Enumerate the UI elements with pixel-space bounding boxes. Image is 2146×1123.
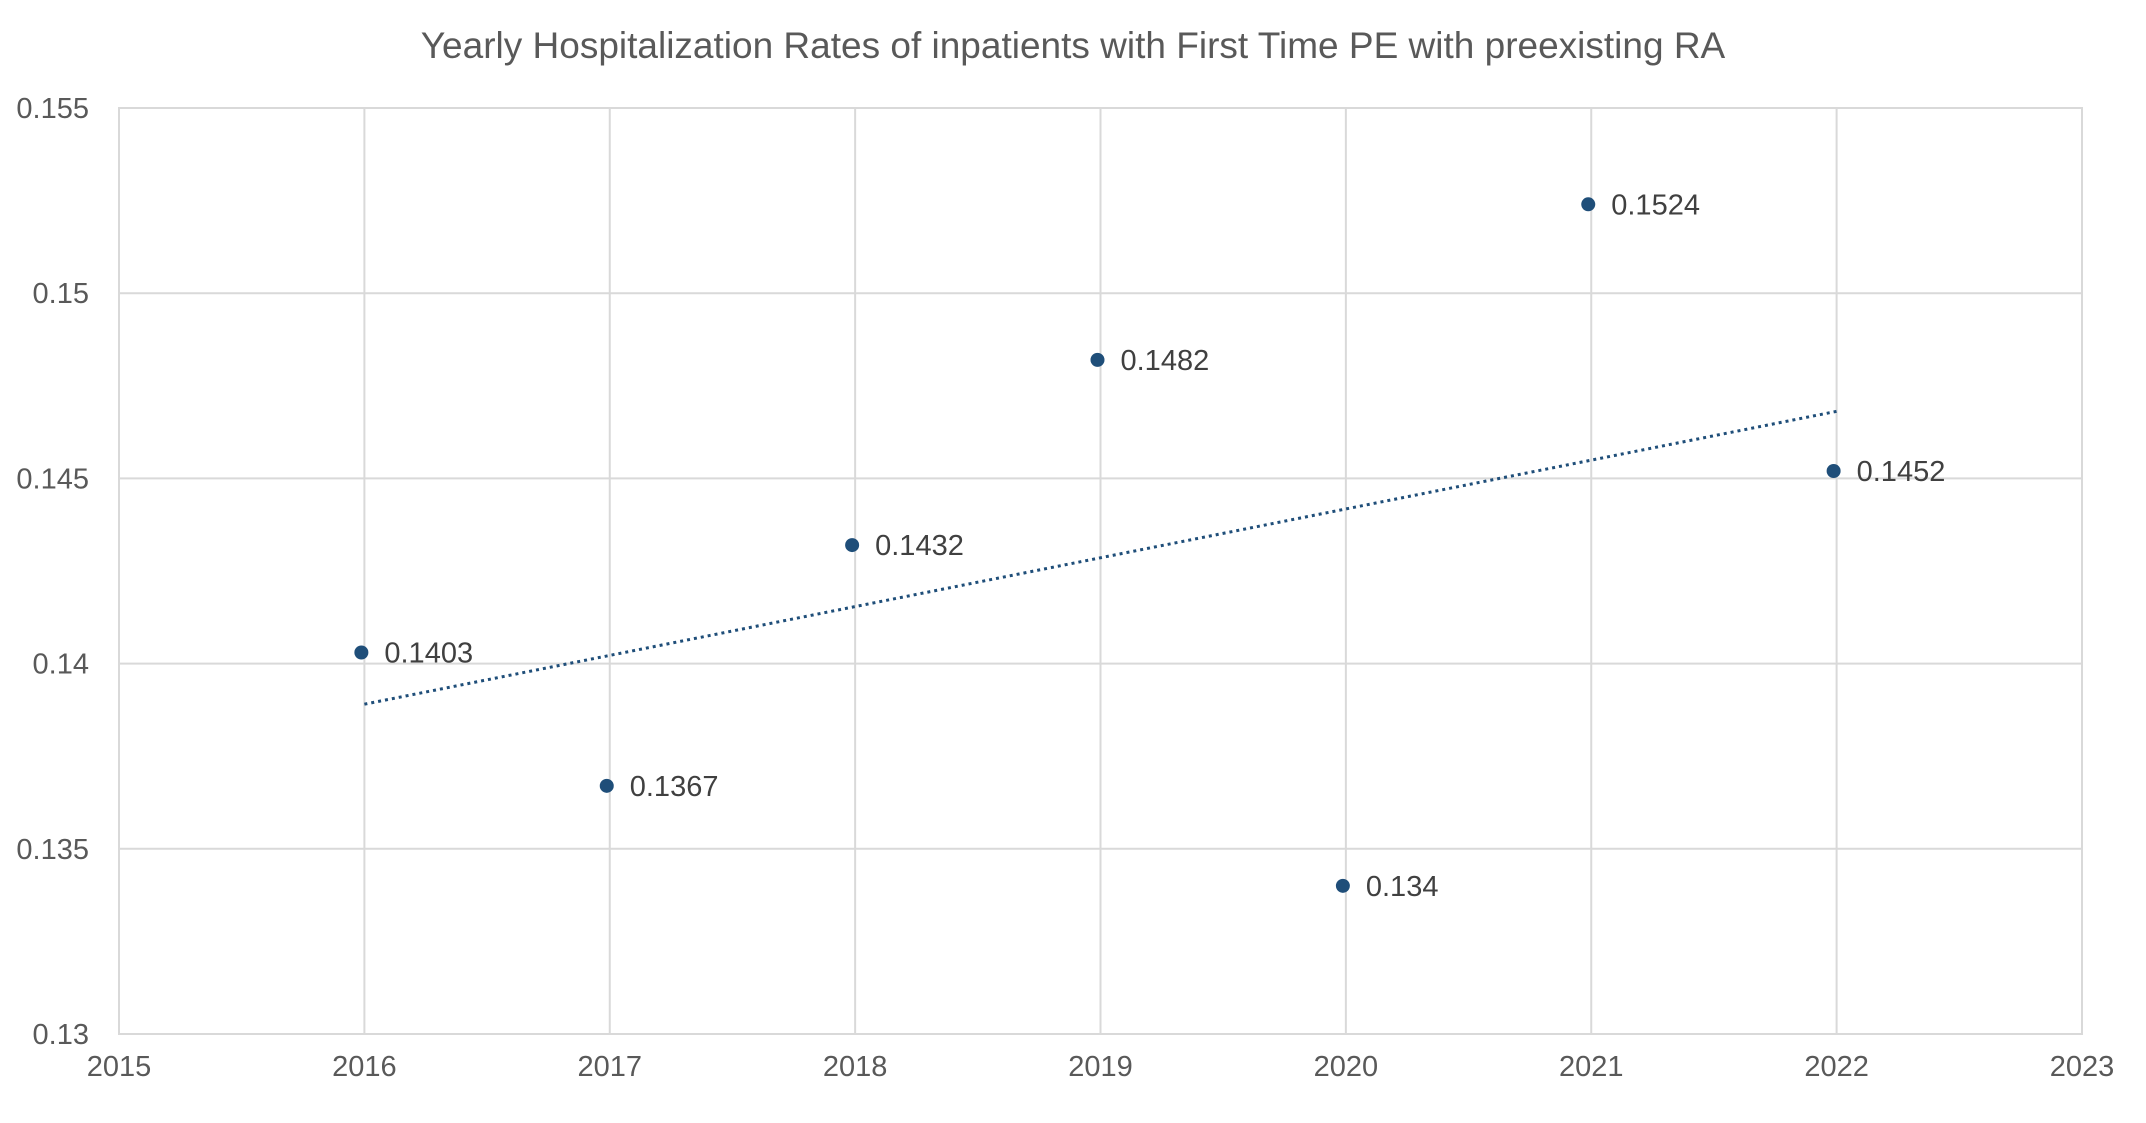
data-point — [1826, 463, 1841, 478]
data-point — [845, 538, 860, 553]
x-tick-label: 2020 — [1314, 1051, 1379, 1083]
y-tick-label: 0.155 — [16, 93, 89, 125]
data-label: 0.1367 — [630, 771, 719, 803]
data-labels: 0.1403 0.1367 0.1432 0.1482 0.134 0.1524 0.145… — [384, 189, 1945, 903]
x-tick-label: 2022 — [1804, 1051, 1869, 1083]
trendline-layer — [364, 409, 1837, 706]
chart-title: Yearly Hospitalization Rates of inpatien… — [421, 25, 1726, 66]
data-label: 0.134 — [1366, 871, 1439, 903]
x-tick-label: 2021 — [1559, 1051, 1624, 1083]
x-tick-label: 2023 — [2050, 1051, 2115, 1083]
data-point — [1335, 878, 1350, 893]
x-tick-label: 2018 — [823, 1051, 888, 1083]
x-tick-label: 2016 — [332, 1051, 397, 1083]
x-tick-label: 2015 — [87, 1051, 152, 1083]
y-tick-label: 0.14 — [33, 649, 89, 681]
data-points — [354, 197, 1841, 893]
data-point — [599, 778, 614, 793]
axis-tick-labels: 0.13 0.135 0.14 0.145 0.15 0.155 2015 2016 2017 2… — [16, 93, 2114, 1083]
data-point — [354, 645, 369, 660]
data-label: 0.1524 — [1611, 189, 1700, 221]
linear-trendline — [364, 409, 1837, 706]
y-tick-label: 0.13 — [33, 1019, 89, 1051]
gridlines — [118, 107, 2083, 1035]
data-point — [1581, 197, 1596, 212]
x-tick-label: 2019 — [1068, 1051, 1133, 1083]
x-tick-label: 2017 — [577, 1051, 642, 1083]
data-label: 0.1403 — [384, 637, 473, 669]
plot-area — [118, 107, 2083, 1035]
y-tick-label: 0.15 — [33, 278, 89, 310]
data-label: 0.1482 — [1121, 345, 1210, 377]
y-tick-label: 0.135 — [16, 834, 89, 866]
data-point — [1090, 352, 1105, 367]
y-tick-label: 0.145 — [16, 463, 89, 495]
data-label: 0.1432 — [875, 530, 964, 562]
data-label: 0.1452 — [1857, 456, 1946, 488]
